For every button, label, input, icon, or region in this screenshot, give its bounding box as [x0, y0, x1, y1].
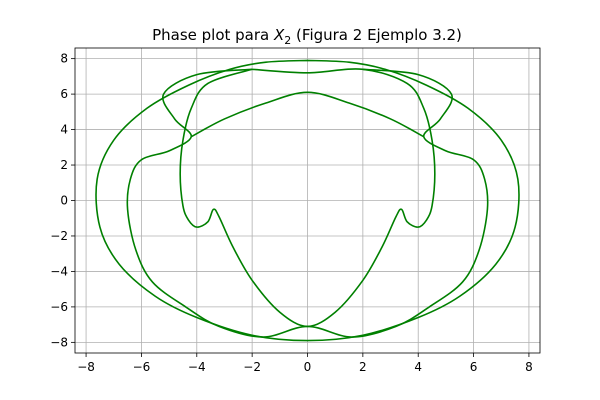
title-variable: X	[273, 26, 285, 44]
x-tick-label: 2	[359, 360, 367, 374]
series-line-2	[179, 68, 436, 328]
y-tick-label: 0	[60, 194, 68, 208]
chart-title: Phase plot para X2 (Figura 2 Ejemplo 3.2…	[152, 26, 462, 47]
y-tick-label: 2	[60, 158, 68, 172]
series-line-1	[95, 59, 520, 342]
x-tick-label: −8	[77, 360, 95, 374]
x-axis-ticks: −8 −6 −4 −2 0 2 4 6 8	[77, 353, 533, 374]
y-tick-label: 6	[60, 87, 68, 101]
y-tick-label: −4	[50, 264, 68, 278]
x-tick-label: 4	[414, 360, 422, 374]
x-tick-label: 6	[470, 360, 478, 374]
y-tick-label: −6	[50, 300, 68, 314]
x-tick-label: −6	[133, 360, 151, 374]
series-line-3	[126, 68, 489, 338]
x-tick-label: 0	[304, 360, 312, 374]
y-tick-label: −8	[50, 335, 68, 349]
x-tick-label: −4	[188, 360, 206, 374]
plot-series	[95, 59, 520, 342]
grid-lines	[75, 48, 540, 353]
x-tick-label: −2	[243, 360, 261, 374]
title-suffix: (Figura 2 Ejemplo 3.2)	[291, 26, 462, 44]
y-axis-ticks: −8 −6 −4 −2 0 2 4 6 8	[50, 52, 75, 349]
title-subscript: 2	[284, 34, 291, 47]
y-tick-label: 4	[60, 123, 68, 137]
y-tick-label: −2	[50, 229, 68, 243]
title-prefix: Phase plot para	[152, 26, 274, 44]
y-tick-label: 8	[60, 52, 68, 66]
x-tick-label: 8	[525, 360, 533, 374]
series-line-4	[190, 91, 425, 138]
